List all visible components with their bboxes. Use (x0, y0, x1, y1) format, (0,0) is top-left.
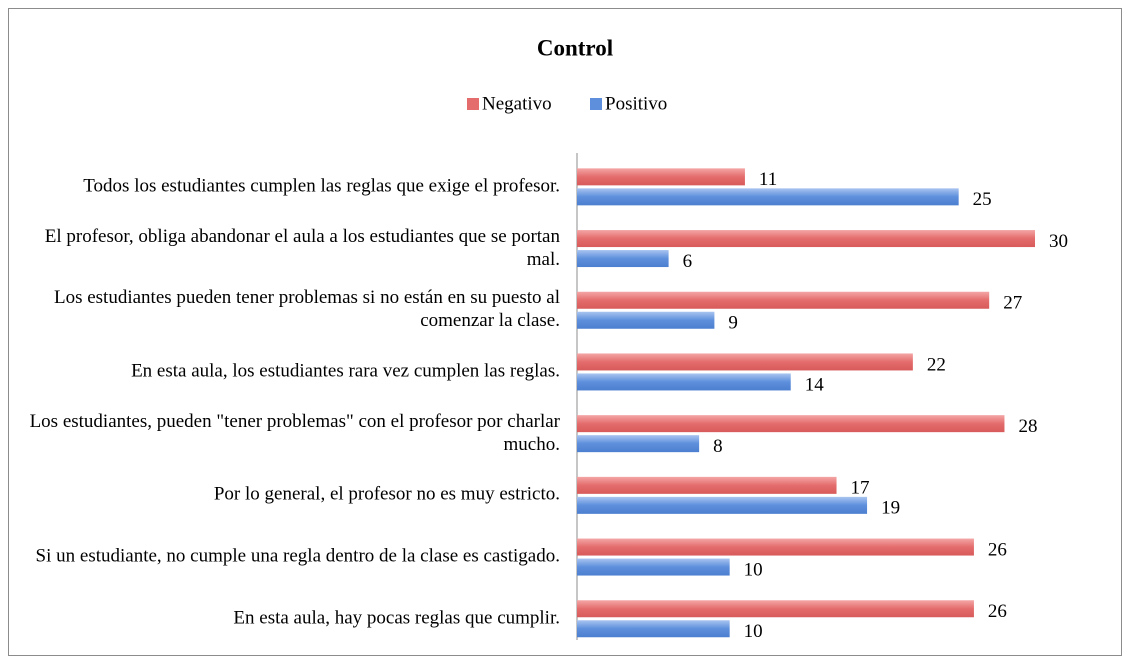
bar (577, 188, 959, 206)
bar (577, 250, 669, 268)
value-label: 22 (927, 354, 946, 375)
legend-swatch (467, 98, 479, 110)
bar (577, 558, 730, 576)
value-label: 11 (759, 169, 777, 190)
bar (577, 476, 837, 494)
category-label: En esta aula, los estudiantes rara vez c… (131, 360, 560, 382)
category-label: Todos los estudiantes cumplen las reglas… (83, 175, 560, 197)
value-label: 27 (1003, 293, 1022, 314)
value-label: 26 (988, 601, 1007, 622)
bar (577, 291, 990, 309)
category-label: Los estudiantes pueden tener problemas s… (53, 287, 560, 332)
value-label: 17 (851, 478, 870, 499)
bar (577, 415, 1005, 433)
bar (577, 600, 974, 618)
category-label: Si un estudiante, no cumple una regla de… (35, 545, 560, 567)
bar (577, 620, 730, 638)
value-label: 6 (683, 251, 693, 272)
bar (577, 353, 913, 371)
value-label: 8 (713, 436, 723, 457)
bar (577, 435, 700, 453)
legend-label: Negativo (482, 93, 552, 114)
value-label: 9 (728, 313, 738, 334)
legend-label: Positivo (605, 93, 667, 114)
value-label: 10 (744, 621, 763, 642)
value-label: 26 (988, 539, 1007, 560)
value-label: 28 (1018, 416, 1037, 437)
value-label: 10 (744, 559, 763, 580)
bar (577, 538, 974, 556)
value-label: 30 (1049, 231, 1068, 252)
bar (577, 230, 1035, 248)
bar (577, 496, 868, 514)
category-label: Los estudiantes, pueden "tener problemas… (29, 410, 560, 455)
value-label: 25 (973, 189, 992, 210)
value-label: 19 (881, 498, 900, 519)
legend-swatch (590, 98, 602, 110)
category-label: Por lo general, el profesor no es muy es… (213, 483, 560, 505)
value-label: 14 (805, 374, 825, 395)
bar (577, 311, 715, 329)
chart-title: Control (537, 35, 613, 60)
category-label: En esta aula, hay pocas reglas que cumpl… (233, 607, 560, 629)
category-label: El profesor, obliga abandonar el aula a … (44, 225, 560, 270)
bar (577, 373, 791, 391)
bar (577, 168, 745, 186)
